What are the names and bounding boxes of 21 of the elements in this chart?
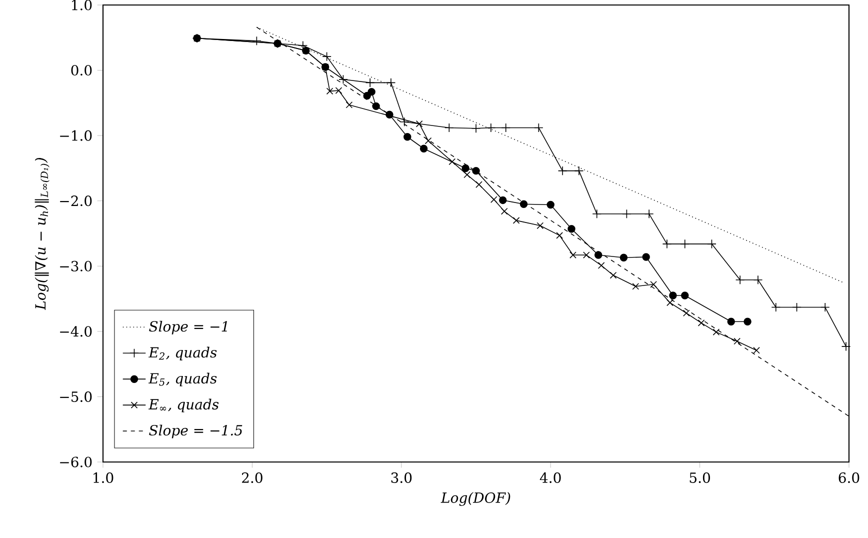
x-tick-label: 6.0 <box>838 472 860 483</box>
x-tick-label: 3.0 <box>391 472 412 483</box>
y-tick-label: 0.0 <box>71 64 92 76</box>
y-tick-label: −3.0 <box>60 260 92 272</box>
y-tick-label: −4.0 <box>60 326 92 337</box>
legend-label: Slope = −1 <box>149 320 227 334</box>
legend-label: E$_{2}$, quads <box>148 346 217 360</box>
y-tick-label: 1.0 <box>72 0 92 10</box>
y-tick-label: −6.0 <box>60 456 92 468</box>
y-tick-label: −2.0 <box>60 196 92 206</box>
x-tick-label: 2.0 <box>242 472 262 483</box>
y-tick-label: −5.0 <box>60 391 92 402</box>
legend-label: Slope = −1.5 <box>149 424 242 438</box>
y-axis-title: Log(‖∇(u − u$_{h}$)‖$_{L∞(D₁)}$) <box>34 158 50 310</box>
x-tick-label: 5.0 <box>690 472 710 483</box>
y-tick-label: −1.0 <box>60 130 92 141</box>
legend-label: E$_{5}$, quads <box>148 372 217 386</box>
x-tick-label: 4.0 <box>540 472 561 483</box>
x-axis-title: Log(DOF) <box>440 492 510 506</box>
x-tick-label: 1.0 <box>94 472 114 483</box>
legend-label: E$_{∞}$, quads <box>148 398 219 412</box>
